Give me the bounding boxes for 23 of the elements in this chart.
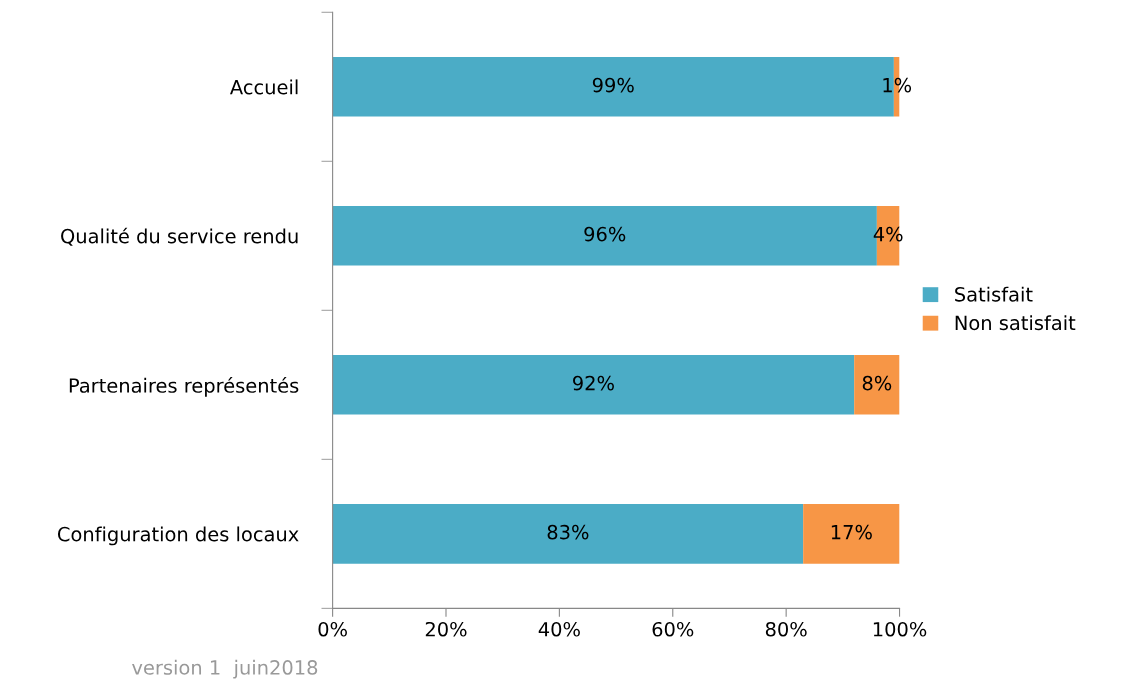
y-tick-label: Configuration des locaux — [57, 526, 299, 546]
data-label: 8% — [862, 375, 892, 391]
y-tick-label: Accueil — [230, 79, 298, 95]
bar — [854, 355, 900, 415]
data-label: 83% — [547, 524, 589, 540]
x-tick-label: 20% — [425, 621, 467, 637]
data-label: 92% — [573, 375, 614, 391]
legend-label: Non satisfait — [955, 315, 1076, 331]
text: version 1 juin2018 — [132, 659, 318, 679]
legend-label: Satisfait — [955, 286, 1033, 302]
bar — [803, 504, 900, 564]
bar — [332, 504, 804, 564]
bar — [332, 355, 855, 415]
x-tick-label: 0% — [318, 621, 347, 637]
y-tick-label: Qualité du service rendu — [61, 227, 298, 246]
x-tick-label: 100% — [873, 621, 927, 637]
x-tick-label: 60% — [652, 621, 694, 637]
data-label: 96% — [584, 226, 626, 242]
data-label: 17% — [831, 524, 872, 540]
y-tick-label: Partenaires représentés — [69, 377, 299, 397]
data-label: 99% — [592, 77, 634, 93]
x-tick-label: 40% — [538, 621, 580, 637]
x-tick-label: 80% — [765, 621, 807, 637]
